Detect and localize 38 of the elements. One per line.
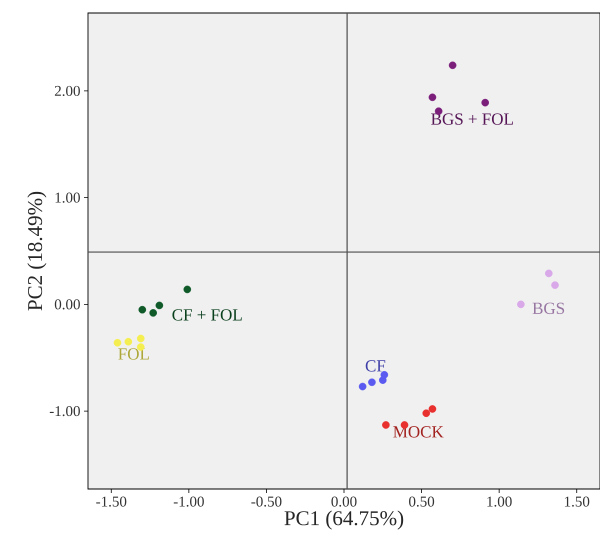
x-tick-label: 0.00 (331, 496, 357, 507)
point (368, 378, 376, 386)
series-label: MOCK (393, 426, 444, 438)
point (136, 334, 145, 342)
point (184, 286, 192, 294)
x-tick-label: -0.50 (251, 496, 282, 507)
point (428, 94, 436, 102)
point (422, 409, 430, 418)
point (428, 405, 436, 413)
y-axis-title: PC2 (18.49%) (27, 192, 46, 310)
point (448, 61, 456, 70)
point (124, 338, 132, 346)
y-tick-label: 2.00 (54, 86, 80, 96)
x-tick-label: -1.50 (96, 496, 126, 507)
series-label: FOL (118, 348, 149, 360)
series-label: BGS + FOL (431, 113, 513, 125)
series-label: BGS (532, 302, 564, 314)
point (481, 98, 489, 106)
x-tick-label: 0.50 (409, 496, 434, 507)
series-label: CF + FOL (172, 309, 242, 321)
point (149, 309, 157, 317)
x-tick-label: -1.00 (174, 496, 204, 507)
point (358, 382, 366, 390)
y-tick-label: -1.00 (50, 406, 80, 416)
y-tick-label: 0.00 (54, 299, 80, 310)
point (551, 281, 559, 289)
point (545, 270, 553, 278)
point (382, 421, 390, 429)
series-label: CF (366, 360, 386, 372)
point (156, 302, 164, 310)
y-tick-label: 1.00 (56, 192, 80, 203)
x-axis-title: PC1 (64.75%) (284, 510, 404, 530)
point (517, 300, 525, 308)
point (138, 306, 146, 314)
x-tick-label: 1.00 (487, 496, 512, 507)
point (380, 371, 388, 379)
x-tick-label: 1.50 (564, 496, 590, 507)
point (114, 338, 122, 347)
